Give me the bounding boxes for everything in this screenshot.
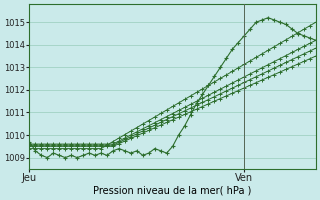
- X-axis label: Pression niveau de la mer( hPa ): Pression niveau de la mer( hPa ): [93, 186, 252, 196]
